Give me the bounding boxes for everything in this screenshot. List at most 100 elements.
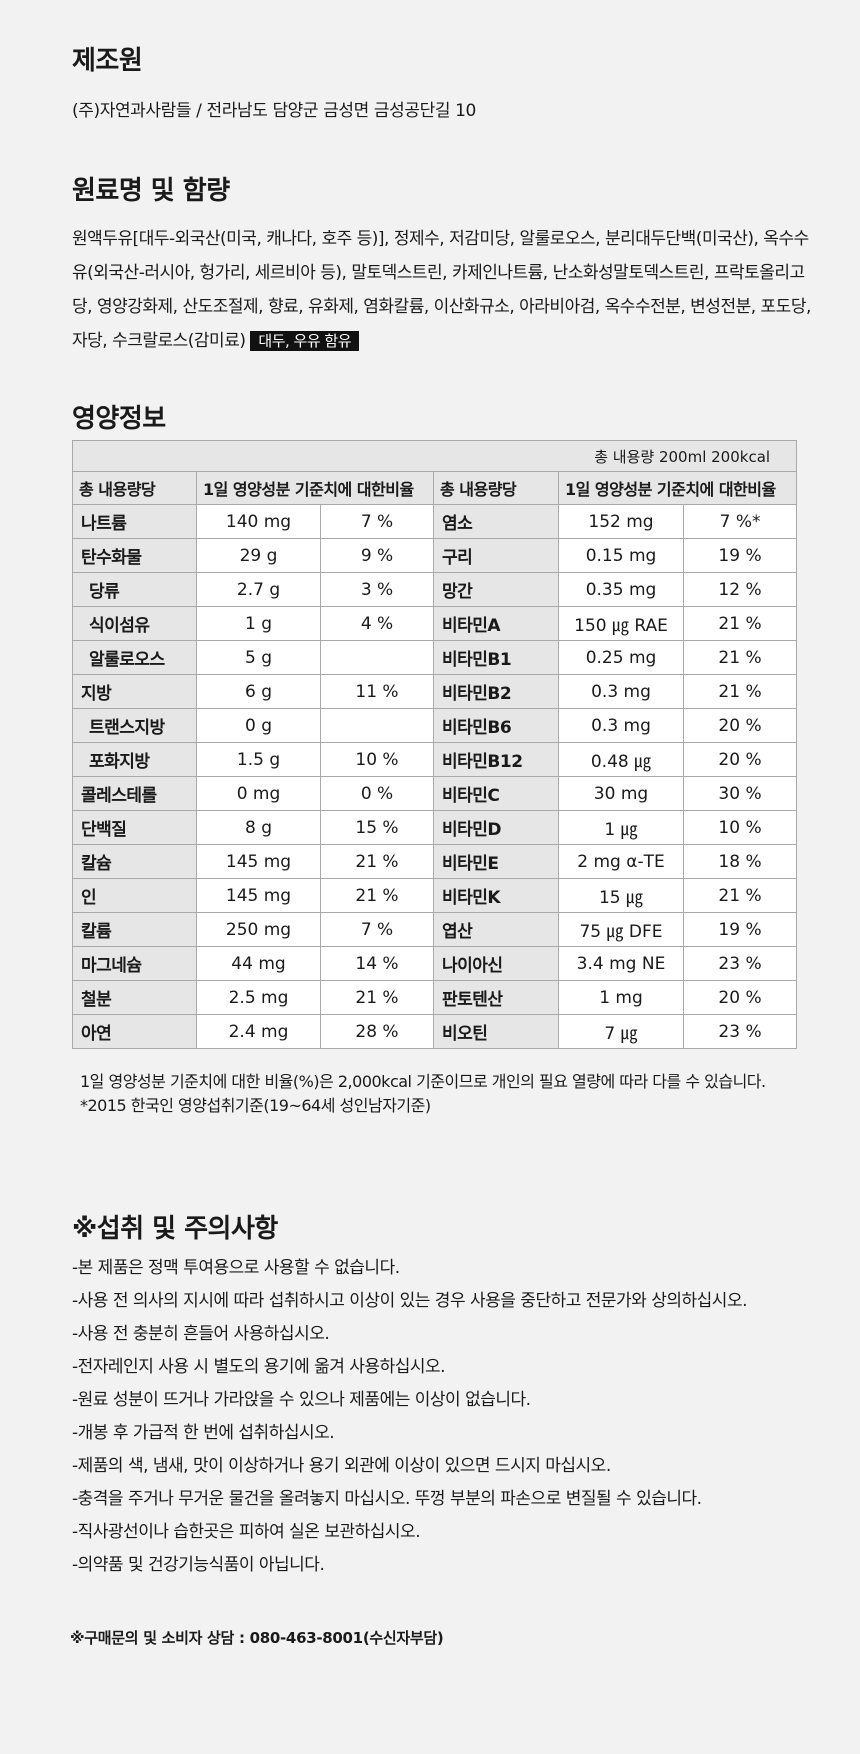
nutrient-name: 지방 <box>72 674 197 709</box>
nutrient-amount: 2.5 mg <box>196 980 321 1015</box>
nutrient-percent: 21 % <box>320 980 434 1015</box>
nutrient-percent: 30 % <box>682 776 798 811</box>
nutrient-name: 알룰로오스 <box>72 640 197 675</box>
notice-item: -본 제품은 정맥 투여용으로 사용할 수 없습니다. <box>72 1258 400 1278</box>
contact-info: ※구매문의 및 소비자 상담 : 080-463-8001(수신자부담) <box>70 1629 444 1647</box>
notice-item: -의약품 및 건강기능식품이 아닙니다. <box>72 1555 325 1575</box>
nutrient-amount: 150 ㎍ RAE <box>558 606 684 641</box>
nutrient-amount: 75 ㎍ DFE <box>558 912 684 947</box>
nutrition-row: 콜레스테롤 0 mg 0 % 비타민C 30 mg 30 % <box>72 776 798 811</box>
ingredients-list: 원액두유[대두-외국산(미국, 캐나다, 호주 등)], 정제수, 저감미당, … <box>72 229 811 351</box>
notice-item: -전자레인지 사용 시 별도의 용기에 옮겨 사용하십시오. <box>72 1357 446 1377</box>
nutrient-percent: 21 % <box>682 640 798 675</box>
nutrient-amount: 1 g <box>196 606 321 641</box>
nutrient-percent: 11 % <box>320 674 434 709</box>
nutrient-amount: 6 g <box>196 674 321 709</box>
nutrient-percent: 21 % <box>320 844 434 879</box>
nutrient-name: 비타민K <box>433 878 559 913</box>
nutrient-percent: 20 % <box>682 980 798 1015</box>
nutrient-name: 마그네슘 <box>72 946 197 981</box>
nutrition-table: 총 내용량 200ml 200kcal 총 내용량당 1일 영양성분 기준치에 … <box>71 440 798 1049</box>
nutrient-percent: 21 % <box>682 606 798 641</box>
nutrient-name: 인 <box>72 878 197 913</box>
nutrient-name: 포화지방 <box>72 742 197 777</box>
nutrient-amount: 145 mg <box>196 844 321 879</box>
notice-item: -원료 성분이 뜨거나 가라앉을 수 있으나 제품에는 이상이 없습니다. <box>72 1390 531 1410</box>
nutrient-amount: 8 g <box>196 810 321 845</box>
nutrient-percent: 10 % <box>682 810 798 845</box>
nutrition-header-row: 총 내용량당 1일 영양성분 기준치에 대한비율 총 내용량당 1일 영양성분 … <box>72 471 798 505</box>
nutrient-percent: 19 % <box>682 912 798 947</box>
nutrient-percent: 14 % <box>320 946 434 981</box>
nutrient-percent: 4 % <box>320 606 434 641</box>
nutrition-row: 철분 2.5 mg 21 % 판토텐산 1 mg 20 % <box>72 980 798 1015</box>
nutrient-amount: 0.25 mg <box>558 640 684 675</box>
notice-item: -사용 전 의사의 지시에 따라 섭취하시고 이상이 있는 경우 사용을 중단하… <box>72 1291 747 1311</box>
notice-item: -직사광선이나 습한곳은 피하여 실온 보관하십시오. <box>72 1522 421 1542</box>
nutrient-amount: 0 g <box>196 708 321 743</box>
nutrient-percent: 23 % <box>682 946 798 981</box>
nutrient-amount: 0.35 mg <box>558 572 684 607</box>
nutrient-amount: 44 mg <box>196 946 321 981</box>
nutrition-title: 영양정보 <box>72 404 166 434</box>
nutrient-amount: 5 g <box>196 640 321 675</box>
nutrition-row: 트랜스지방 0 g 비타민B6 0.3 mg 20 % <box>72 708 798 743</box>
header-amount-left: 총 내용량당 <box>72 471 197 505</box>
nutrient-amount: 2 mg α-TE <box>558 844 684 879</box>
nutrient-name: 비타민B1 <box>433 640 559 675</box>
notice-list: -본 제품은 정맥 투여용으로 사용할 수 없습니다. -사용 전 의사의 지시에… <box>72 1258 747 1588</box>
nutrient-percent: 21 % <box>682 674 798 709</box>
nutrient-amount: 140 mg <box>196 504 321 539</box>
nutrient-amount: 1.5 g <box>196 742 321 777</box>
notice-item: -제품의 색, 냄새, 맛이 이상하거나 용기 외관에 이상이 있으면 드시지 … <box>72 1456 611 1476</box>
nutrient-name: 식이섬유 <box>72 606 197 641</box>
nutrient-amount: 29 g <box>196 538 321 573</box>
nutrient-percent: 20 % <box>682 742 798 777</box>
notice-item: -개봉 후 가급적 한 번에 섭취하십시오. <box>72 1423 335 1443</box>
notice-item: -충격을 주거나 무거운 물건을 올려놓지 마십시오. 뚜껑 부분의 파손으로 … <box>72 1489 702 1509</box>
nutrient-name: 탄수화물 <box>72 538 197 573</box>
nutrition-row: 단백질 8 g 15 % 비타민D 1 ㎍ 10 % <box>72 810 798 845</box>
nutrient-percent: 10 % <box>320 742 434 777</box>
nutrient-name: 아연 <box>72 1014 197 1049</box>
nutrient-name: 칼륨 <box>72 912 197 947</box>
nutrient-name: 나이아신 <box>433 946 559 981</box>
manufacturer-title: 제조원 <box>72 46 143 76</box>
nutrient-amount: 0 mg <box>196 776 321 811</box>
manufacturer-text: (주)자연과사람들 / 전라남도 담양군 금성면 금성공단길 10 <box>72 101 476 121</box>
nutrient-name: 비타민B12 <box>433 742 559 777</box>
nutrient-amount: 0.15 mg <box>558 538 684 573</box>
nutrient-percent: 23 % <box>682 1014 798 1049</box>
nutrient-percent <box>320 708 434 743</box>
nutrient-percent: 21 % <box>682 878 798 913</box>
nutrient-name: 망간 <box>433 572 559 607</box>
nutrition-row: 지방 6 g 11 % 비타민B2 0.3 mg 21 % <box>72 674 798 709</box>
nutrient-name: 엽산 <box>433 912 559 947</box>
nutrient-name: 염소 <box>433 504 559 539</box>
header-amount-right: 총 내용량당 <box>433 471 559 505</box>
nutrient-name: 비오틴 <box>433 1014 559 1049</box>
nutrient-amount: 250 mg <box>196 912 321 947</box>
nutrient-percent: 19 % <box>682 538 798 573</box>
allergen-badge: 대두, 우유 함유 <box>250 331 359 351</box>
nutrient-amount: 3.4 mg NE <box>558 946 684 981</box>
nutrient-amount: 0.3 mg <box>558 708 684 743</box>
nutrient-percent: 18 % <box>682 844 798 879</box>
nutrient-percent: 21 % <box>320 878 434 913</box>
nutrition-total-row: 총 내용량 200ml 200kcal <box>71 440 798 472</box>
nutrient-percent: 7 % <box>320 504 434 539</box>
nutrition-note-2: *2015 한국인 영양섭취기준(19~64세 성인남자기준) <box>80 1096 431 1115</box>
header-ratio-right: 1일 영양성분 기준치에 대한비율 <box>557 471 798 505</box>
nutrition-total: 총 내용량 200ml 200kcal <box>71 440 798 472</box>
nutrient-name: 판토텐산 <box>433 980 559 1015</box>
nutrient-amount: 30 mg <box>558 776 684 811</box>
nutrient-name: 비타민D <box>433 810 559 845</box>
nutrient-name: 비타민B2 <box>433 674 559 709</box>
nutrient-percent: 9 % <box>320 538 434 573</box>
nutrient-name: 콜레스테롤 <box>72 776 197 811</box>
nutrient-name: 구리 <box>433 538 559 573</box>
